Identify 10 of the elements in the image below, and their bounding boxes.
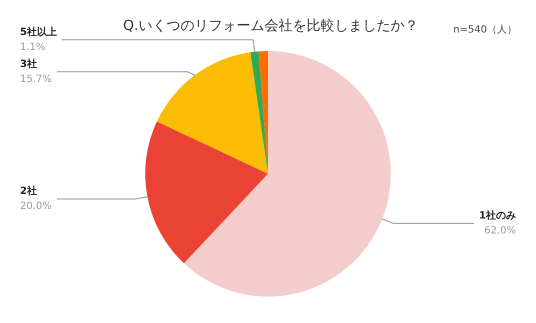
slice-label: 3社 xyxy=(20,58,37,70)
data-label: 15.7% xyxy=(20,74,52,85)
data-label: 62.0% xyxy=(484,225,516,236)
slice-label: 2社 xyxy=(20,185,37,198)
data-label: 1.1% xyxy=(20,42,46,53)
data-label: 20.0% xyxy=(20,201,52,212)
chart-title: Q.いくつのリフォーム会社を比較しましたか？ xyxy=(123,18,418,34)
slice-label: 1社のみ xyxy=(479,209,516,222)
chart-subtitle: n=540（人） xyxy=(453,24,518,36)
slice-label: 5社以上 xyxy=(20,26,57,38)
